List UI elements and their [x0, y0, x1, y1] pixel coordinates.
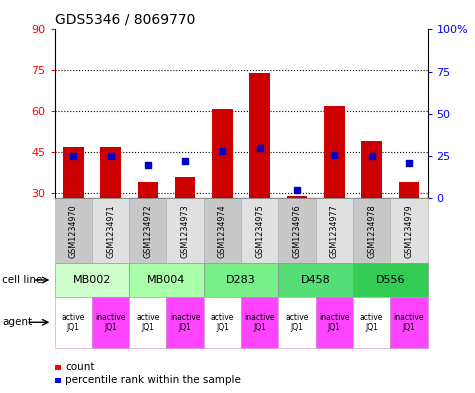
Text: GDS5346 / 8069770: GDS5346 / 8069770 — [55, 13, 195, 27]
Text: inactive
JQ1: inactive JQ1 — [170, 312, 200, 332]
Text: GSM1234976: GSM1234976 — [293, 204, 302, 258]
Text: inactive
JQ1: inactive JQ1 — [394, 312, 424, 332]
Bar — [287, 196, 307, 198]
Text: active
JQ1: active JQ1 — [360, 312, 383, 332]
Text: MB002: MB002 — [73, 275, 111, 285]
Text: active
JQ1: active JQ1 — [136, 312, 160, 332]
Text: GSM1234975: GSM1234975 — [255, 204, 264, 258]
Text: GSM1234973: GSM1234973 — [180, 204, 190, 258]
Text: GSM1234971: GSM1234971 — [106, 204, 115, 258]
Bar — [100, 147, 121, 198]
Text: GSM1234970: GSM1234970 — [69, 204, 78, 258]
Text: percentile rank within the sample: percentile rank within the sample — [65, 375, 241, 386]
Text: active
JQ1: active JQ1 — [285, 312, 309, 332]
Text: D556: D556 — [375, 275, 405, 285]
Text: GSM1234979: GSM1234979 — [404, 204, 413, 258]
Text: GSM1234974: GSM1234974 — [218, 204, 227, 258]
Point — [256, 145, 264, 151]
Point — [293, 187, 301, 193]
Point — [181, 158, 189, 164]
Text: D458: D458 — [301, 275, 331, 285]
Point — [144, 162, 152, 168]
Point — [331, 151, 338, 158]
Point — [368, 153, 375, 159]
Bar — [361, 141, 382, 198]
Bar — [249, 73, 270, 198]
Text: D283: D283 — [226, 275, 256, 285]
Bar — [175, 177, 195, 198]
Text: GSM1234977: GSM1234977 — [330, 204, 339, 258]
Bar — [212, 108, 233, 198]
Text: inactive
JQ1: inactive JQ1 — [95, 312, 126, 332]
Point — [69, 153, 77, 159]
Point — [218, 148, 226, 154]
Point — [107, 153, 114, 159]
Text: MB004: MB004 — [147, 275, 186, 285]
Bar — [399, 182, 419, 198]
Text: inactive
JQ1: inactive JQ1 — [319, 312, 350, 332]
Text: active
JQ1: active JQ1 — [211, 312, 234, 332]
Text: cell line: cell line — [2, 275, 43, 285]
Text: inactive
JQ1: inactive JQ1 — [245, 312, 275, 332]
Point — [405, 160, 413, 166]
Text: GSM1234978: GSM1234978 — [367, 204, 376, 258]
Text: GSM1234972: GSM1234972 — [143, 204, 152, 258]
Bar — [138, 182, 158, 198]
Text: count: count — [65, 362, 95, 373]
Bar — [63, 147, 84, 198]
Text: active
JQ1: active JQ1 — [62, 312, 85, 332]
Bar — [324, 106, 344, 198]
Text: agent: agent — [2, 317, 32, 327]
